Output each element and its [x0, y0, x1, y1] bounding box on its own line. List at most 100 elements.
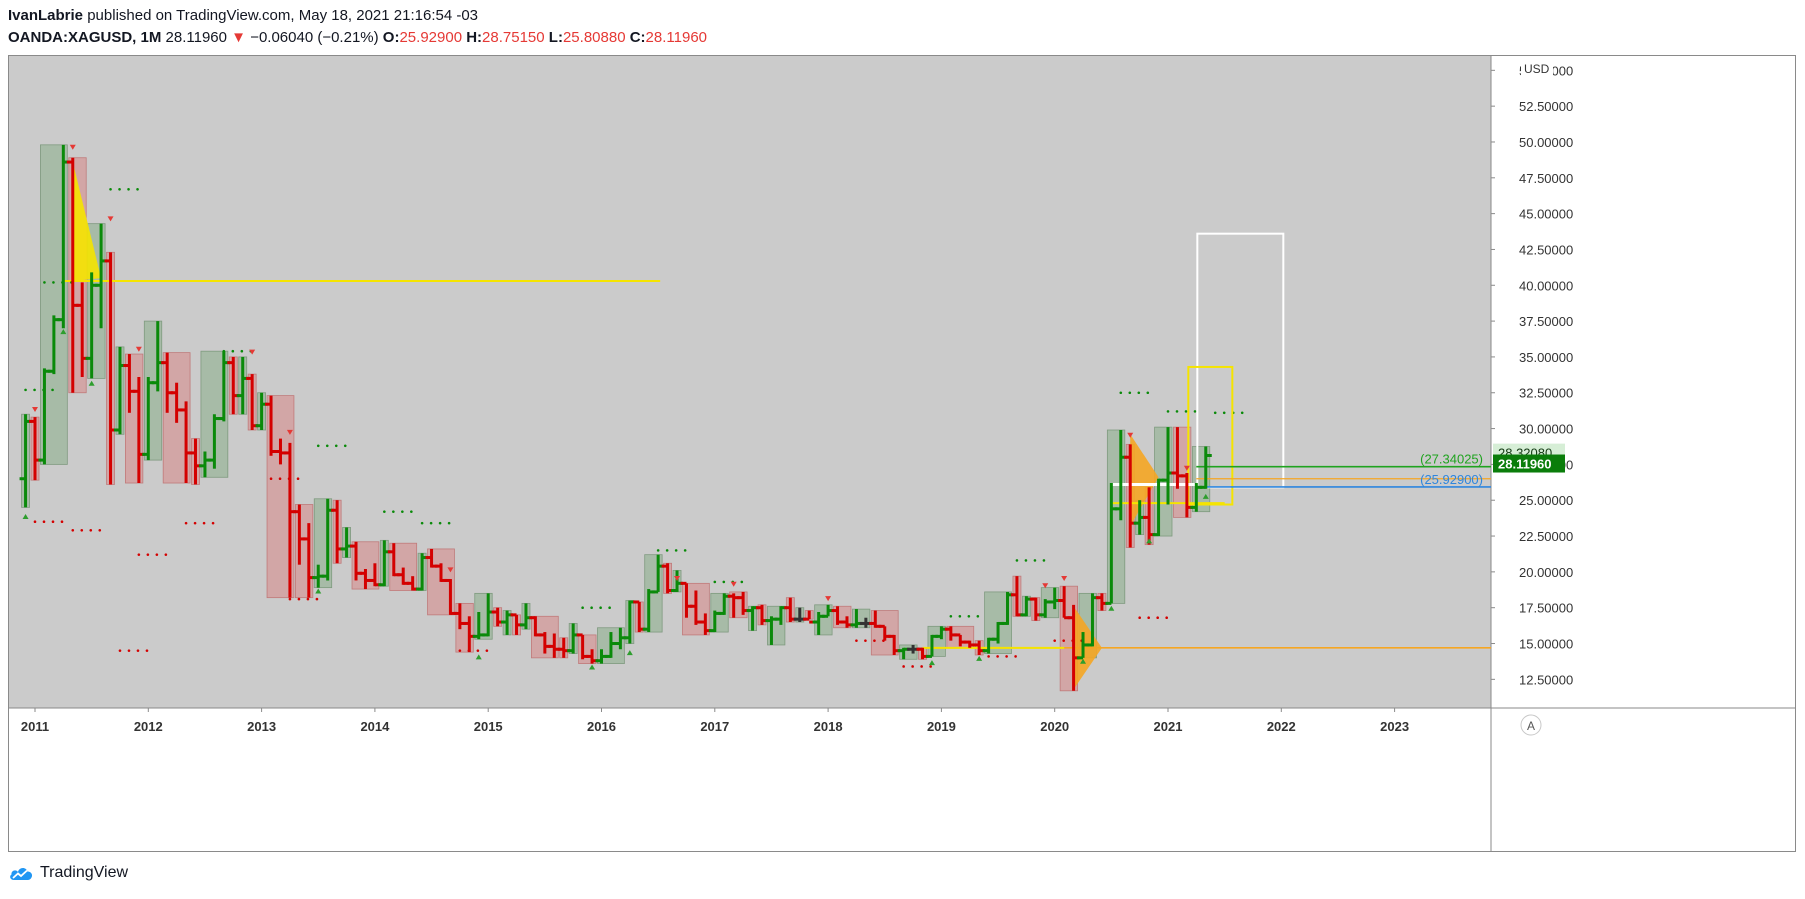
auto-scale-button[interactable] [1520, 714, 1542, 736]
stop-dot [608, 606, 611, 609]
stop-dot [599, 606, 602, 609]
stop-dot [1138, 616, 1141, 620]
stop-dot [1146, 391, 1150, 395]
time-tick-label: 2015 [474, 719, 503, 734]
stop-dot [334, 444, 338, 448]
sell-arrow-icon [107, 216, 114, 222]
price-tick-label: 47.50000 [1519, 171, 1573, 186]
low-label: L: [548, 29, 563, 46]
stop-dot [202, 521, 206, 525]
stop-dot [71, 529, 75, 532]
stop-dot [713, 580, 717, 584]
stop-dot [1166, 410, 1170, 413]
stop-dot [109, 187, 112, 191]
stop-dot [967, 614, 971, 618]
stop-dot [24, 388, 27, 392]
stop-dot [581, 606, 584, 609]
buy-arrow-icon [1146, 538, 1153, 544]
sell-arrow-icon [249, 349, 256, 355]
author-name[interactable]: IvanLabrie [8, 7, 84, 24]
stop-dot [288, 597, 292, 601]
stop-dot [1015, 559, 1019, 562]
buy-arrow-icon [928, 660, 935, 666]
stop-dot [1119, 391, 1123, 395]
time-tick-label: 2011 [21, 719, 49, 734]
stop-dot [211, 521, 215, 525]
buy-arrow-icon [88, 380, 95, 386]
stop-dot [60, 520, 64, 524]
interval[interactable]: 1M [140, 29, 162, 46]
stop-dot [315, 597, 319, 601]
stop-dot [136, 649, 140, 652]
close-label: C: [629, 29, 646, 46]
stop-dot [193, 521, 197, 525]
stop-dot [949, 614, 953, 618]
stop-dot [458, 649, 462, 652]
buy-arrow-icon [475, 654, 482, 660]
stop-dot [136, 187, 139, 191]
publish-info: IvanLabrie published on TradingView.com,… [8, 7, 478, 24]
symbol-name[interactable]: OANDA:XAGUSD [8, 29, 133, 46]
price-tick-label: 35.00000 [1519, 350, 1573, 365]
stop-dot [43, 281, 46, 284]
sell-arrow-icon [825, 596, 832, 602]
stop-dot [1222, 411, 1226, 415]
sell-arrow-icon [32, 406, 38, 412]
stop-dot [146, 553, 150, 556]
buy-arrow-icon [1202, 493, 1209, 499]
fan-triangle [1073, 606, 1102, 690]
stop-dot [401, 510, 404, 513]
stop-dot [485, 649, 489, 652]
stop-dot [80, 529, 84, 532]
stop-dot [316, 444, 320, 448]
last-price-tag [1493, 454, 1565, 473]
stop-dot [1033, 559, 1037, 562]
stop-dot [145, 649, 149, 652]
stop-dot [976, 614, 980, 618]
buy-arrow-icon [60, 329, 67, 335]
stop-dot [1240, 411, 1244, 415]
green-level-label: (27.34025) [1420, 452, 1483, 467]
stop-dot [1128, 391, 1132, 395]
auto-scale-label: A [1527, 719, 1535, 733]
stop-dot [118, 649, 122, 652]
currency-label: USD [1524, 62, 1550, 76]
stop-dot [89, 529, 93, 532]
time-tick-label: 2014 [360, 719, 390, 734]
last-price-tag-label: 28.11960 [1498, 457, 1552, 472]
stop-dot [1193, 410, 1197, 413]
stop-dot [929, 665, 932, 668]
time-tick-label: 2012 [134, 719, 163, 734]
stop-dot [1165, 616, 1168, 620]
price-tick-label: 40.00000 [1519, 278, 1573, 293]
sell-arrow-icon [447, 567, 454, 573]
tradingview-brand[interactable]: TradingView [40, 864, 129, 881]
price-tick-label: 42.50000 [1519, 242, 1573, 257]
price-tick-label: 20.00000 [1519, 565, 1573, 580]
symbol-legend: OANDA:XAGUSD, 1M 28.11960 ▼ −0.06040 (−0… [8, 29, 707, 46]
price-tick-label: 12.50000 [1519, 672, 1573, 687]
price-chart[interactable]: (27.34025) (25.92900) 12.50000 15.00000 17.5… [9, 56, 1796, 852]
buy-arrow-icon [315, 588, 322, 594]
chart-frame[interactable]: (27.34025) (25.92900) 12.50000 15.00000 17.5… [8, 55, 1796, 852]
low-value: 25.80880 [562, 29, 626, 46]
stop-dot [590, 606, 593, 609]
price-tick-label: 22.50000 [1519, 529, 1573, 544]
price-tick-label: 52.50000 [1519, 99, 1573, 114]
close-value: 28.11960 [645, 29, 707, 46]
stop-dot [420, 521, 424, 525]
stop-dot [127, 187, 130, 191]
time-tick-label: 2022 [1267, 719, 1296, 734]
time-tick-label: 2016 [587, 719, 616, 734]
time-tick-label: 2023 [1380, 719, 1409, 734]
stop-dot [33, 520, 37, 524]
time-axis-panel [9, 708, 1491, 851]
stop-dot [51, 388, 54, 392]
stop-dot [392, 510, 395, 513]
stop-dot [51, 520, 55, 524]
sell-arrow-icon [1183, 465, 1190, 471]
stop-dot [98, 529, 102, 532]
currency-label-bg [1521, 60, 1553, 78]
high-label: H: [466, 29, 483, 46]
stop-dot [722, 580, 726, 584]
